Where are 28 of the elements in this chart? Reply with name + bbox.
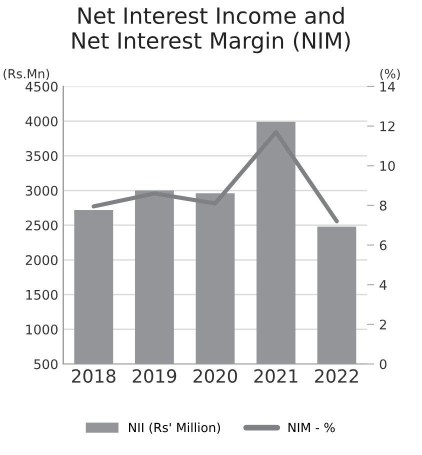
y2-tick-label: 12 bbox=[380, 121, 394, 132]
y2-tick-label: 8 bbox=[380, 200, 386, 211]
y2-tick-label: 0 bbox=[380, 359, 386, 370]
y-tick-label: 1500 bbox=[26, 290, 58, 300]
x-tick-label: 2019 bbox=[132, 369, 176, 383]
y2-tick-label: 4 bbox=[380, 280, 387, 290]
chart-title: Net Interest Income and Net Interest Margin (NIM) bbox=[72, 6, 350, 54]
y2-axis-title: (%) bbox=[380, 68, 400, 80]
y-tick-label: 4000 bbox=[26, 116, 58, 126]
x-tick-label: 2020 bbox=[194, 369, 237, 383]
y-tick-label: 2500 bbox=[26, 220, 58, 230]
x-tick-label: 2018 bbox=[72, 369, 116, 383]
legend-label: NII (Rs' Million) bbox=[128, 422, 220, 434]
x-tick-label: 2021 bbox=[254, 369, 298, 383]
y2-tick-label: 14 bbox=[380, 82, 395, 92]
y2-tick-label: 6 bbox=[380, 240, 387, 250]
y-tick-label: 3000 bbox=[26, 186, 58, 196]
y-tick-label: 2000 bbox=[26, 255, 58, 266]
line-series bbox=[92, 130, 339, 224]
y2-tick-label: 10 bbox=[380, 160, 395, 171]
y2-tick-label: 2 bbox=[380, 320, 386, 330]
y-axis-title: (Rs.Mn) bbox=[4, 68, 50, 80]
y-tick-label: 3500 bbox=[26, 151, 58, 162]
y-tick-label: 500 bbox=[34, 359, 58, 370]
y-tick-label: 1000 bbox=[26, 324, 58, 335]
y-tick-label: 4500 bbox=[26, 82, 58, 92]
legend-label: NIM - % bbox=[288, 422, 335, 432]
x-tick-label: 2022 bbox=[315, 369, 358, 383]
